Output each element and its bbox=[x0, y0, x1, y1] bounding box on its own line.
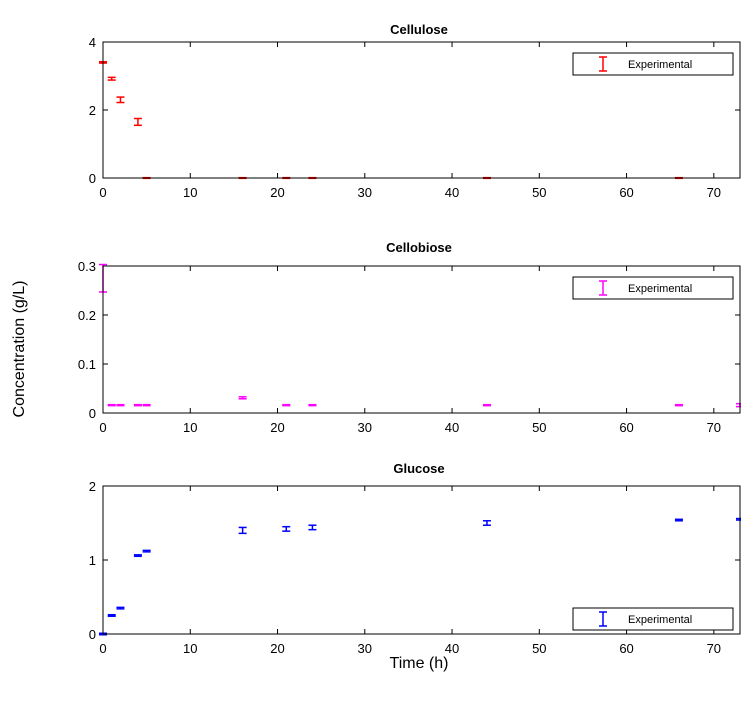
cellobiose-ticks: 0 10 20 30 40 50 60 70 0 0.1 0.2 0.3 bbox=[78, 259, 740, 435]
cellulose-legend: Experimental bbox=[572, 52, 734, 76]
y-axis-label: Concentration (g/L) bbox=[11, 281, 28, 418]
cellulose-ticks: 0 10 20 30 40 50 60 70 0 2 4 bbox=[89, 35, 740, 200]
glucose-data-point bbox=[674, 518, 683, 522]
glucose-legend: Experimental bbox=[572, 607, 734, 631]
cellobiose-ytick-label: 0.2 bbox=[78, 308, 96, 323]
cellulose-legend-box bbox=[572, 52, 734, 76]
cellobiose-xtick-label: 50 bbox=[532, 420, 546, 435]
glucose-legend-box bbox=[572, 607, 734, 631]
glucose-data-point bbox=[133, 554, 142, 558]
glucose-data-point bbox=[238, 526, 247, 535]
glucose-xtick-label: 40 bbox=[445, 641, 459, 656]
cellobiose-xtick-label: 0 bbox=[99, 420, 106, 435]
glucose-ytick-label: 1 bbox=[89, 553, 96, 568]
cellulose-legend-errorbar-icon bbox=[599, 56, 607, 72]
cellulose-axes-frame bbox=[102, 41, 741, 179]
cellulose-marks bbox=[99, 60, 683, 180]
cellobiose-xtick-label: 40 bbox=[445, 420, 459, 435]
cellulose-ytick-label: 2 bbox=[89, 103, 96, 118]
glucose-ytick-label: 0 bbox=[89, 627, 96, 642]
cellulose-xtick-label: 70 bbox=[707, 185, 721, 200]
cellulose-xtick-label: 20 bbox=[270, 185, 284, 200]
cellobiose-xtick-label: 60 bbox=[619, 420, 633, 435]
glucose-legend-label: Experimental bbox=[628, 614, 692, 626]
glucose-xtick-label: 20 bbox=[270, 641, 284, 656]
cellulose-xtick-label: 0 bbox=[99, 185, 106, 200]
glucose-data-point bbox=[142, 549, 151, 553]
cellulose-legend-label: Experimental bbox=[628, 59, 692, 71]
cellulose-panel-title: Cellulose bbox=[390, 22, 448, 37]
cellobiose-legend: Experimental bbox=[572, 276, 734, 300]
glucose-data-point bbox=[308, 524, 317, 531]
cellulose-ytick-label: 4 bbox=[89, 35, 96, 50]
glucose-data-point bbox=[482, 520, 491, 526]
glucose-panel-title: Glucose bbox=[393, 461, 444, 476]
glucose-data-point bbox=[107, 614, 116, 617]
cellobiose-xtick-label: 10 bbox=[183, 420, 197, 435]
cellulose-ytick-label: 0 bbox=[89, 171, 96, 186]
cellobiose-data-point bbox=[133, 403, 142, 407]
cellulose-data-point bbox=[116, 96, 125, 104]
cellulose-xtick-label: 40 bbox=[445, 185, 459, 200]
cellobiose-ytick-label: 0.1 bbox=[78, 357, 96, 372]
cellobiose-axes-frame bbox=[102, 265, 741, 414]
cellulose-xtick-label: 60 bbox=[619, 185, 633, 200]
cellobiose-data-point bbox=[238, 396, 247, 400]
cellulose-data-point bbox=[107, 76, 116, 81]
cellobiose-legend-errorbar-icon bbox=[599, 280, 607, 296]
glucose-panel: Glucose 0 10 20 30 40 50 60 70 0 1 2 Experimental bbox=[89, 461, 741, 656]
cellobiose-xtick-label: 20 bbox=[270, 420, 284, 435]
glucose-xtick-label: 50 bbox=[532, 641, 546, 656]
cellobiose-marks bbox=[99, 263, 741, 408]
glucose-ytick-label: 2 bbox=[89, 479, 96, 494]
cellulose-data-point bbox=[133, 117, 142, 127]
x-axis-label: Time (h) bbox=[390, 655, 449, 672]
cellobiose-data-point bbox=[482, 403, 491, 407]
cellobiose-ytick-label: 0.3 bbox=[78, 259, 96, 274]
cellobiose-data-point bbox=[116, 403, 125, 407]
cellulose-xtick-label: 10 bbox=[183, 185, 197, 200]
glucose-legend-errorbar-icon bbox=[599, 611, 607, 627]
glucose-data-point bbox=[282, 525, 291, 532]
cellobiose-xtick-label: 70 bbox=[707, 420, 721, 435]
cellobiose-legend-box bbox=[572, 276, 734, 300]
cellobiose-data-point bbox=[282, 403, 291, 407]
glucose-xtick-label: 70 bbox=[707, 641, 721, 656]
cellobiose-panel-title: Cellobiose bbox=[386, 240, 452, 255]
cellobiose-panel: Cellobiose 0 10 20 30 40 50 60 70 0 0.1 0.2 0.3 Exp… bbox=[78, 240, 741, 435]
glucose-xtick-label: 0 bbox=[99, 641, 106, 656]
glucose-axes-frame bbox=[102, 485, 741, 635]
glucose-ticks: 0 10 20 30 40 50 60 70 0 1 2 bbox=[89, 479, 740, 656]
cellobiose-ytick-label: 0 bbox=[89, 406, 96, 421]
cellobiose-xtick-label: 30 bbox=[358, 420, 372, 435]
cellulose-xtick-label: 30 bbox=[358, 185, 372, 200]
glucose-xtick-label: 60 bbox=[619, 641, 633, 656]
cellulose-panel: Cellulose 0 10 20 30 40 50 60 70 0 2 4 Experimenta… bbox=[89, 22, 741, 200]
cellobiose-legend-label: Experimental bbox=[628, 283, 692, 295]
cellobiose-data-point bbox=[308, 403, 317, 407]
glucose-xtick-label: 30 bbox=[358, 641, 372, 656]
cellobiose-data-point bbox=[142, 403, 151, 407]
glucose-data-point bbox=[116, 606, 125, 610]
cellulose-xtick-label: 50 bbox=[532, 185, 546, 200]
glucose-xtick-label: 10 bbox=[183, 641, 197, 656]
cellobiose-data-point bbox=[107, 403, 116, 407]
cellobiose-data-point bbox=[674, 403, 683, 407]
